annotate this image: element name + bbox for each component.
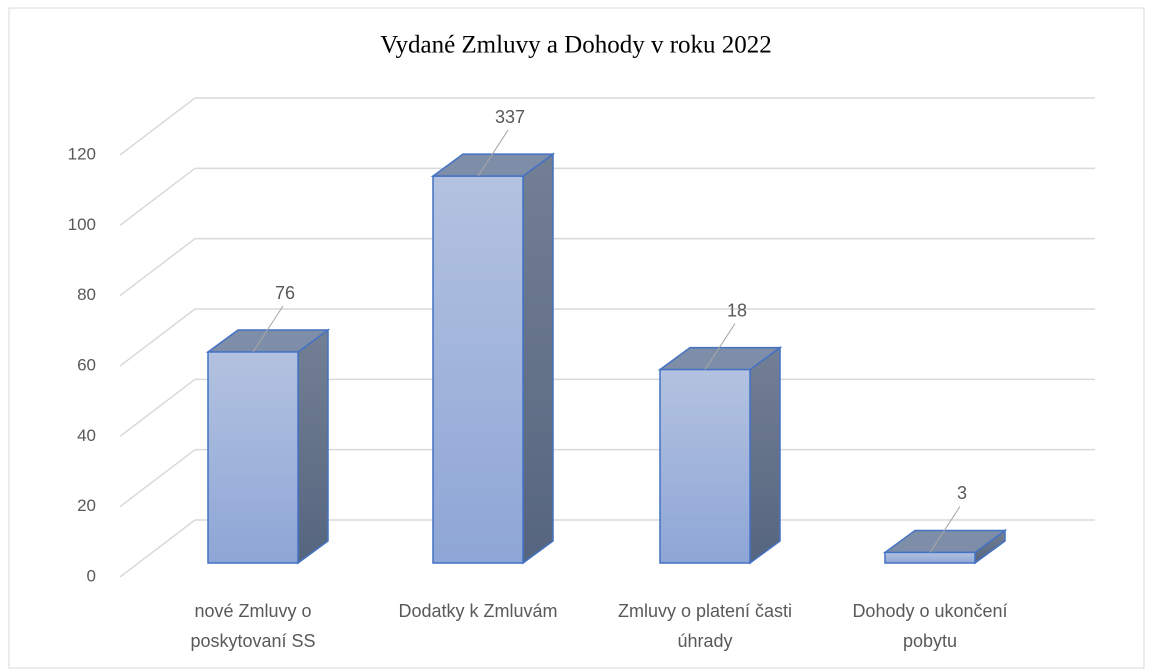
bar <box>432 175 524 564</box>
grid-line <box>119 97 196 156</box>
bar-side <box>297 328 329 565</box>
y-tick-label: 20 <box>77 496 96 515</box>
leader-line <box>252 305 284 353</box>
chart-border <box>8 7 1145 669</box>
y-tick-label: 80 <box>77 285 96 304</box>
grid-line <box>119 167 196 226</box>
leader-line <box>929 506 961 553</box>
data-label: 18 <box>727 300 747 320</box>
data-label: 3 <box>957 483 967 503</box>
y-tick-label: 60 <box>77 355 96 374</box>
bar <box>207 351 299 564</box>
x-tick-label: Dodatky k Zmluvám <box>398 601 558 621</box>
grid-line <box>119 238 196 297</box>
bar-side <box>522 152 554 565</box>
bar <box>884 551 976 564</box>
grid-line <box>119 449 196 508</box>
x-tick-label: nové Zmluvy o poskytovaní SS <box>190 601 316 651</box>
grid-line <box>119 308 196 367</box>
y-tick-label: 120 <box>68 144 96 163</box>
bar-side <box>749 346 781 565</box>
grid-line <box>119 519 196 578</box>
leader-line <box>704 323 736 370</box>
x-tick-label: Dohody o ukončení pobytu <box>852 601 1008 651</box>
y-tick-label: 0 <box>87 566 96 585</box>
y-tick-label: 40 <box>77 426 96 445</box>
data-label: 76 <box>275 283 295 303</box>
bar <box>659 368 751 564</box>
grid-line <box>119 378 196 437</box>
data-label: 337 <box>495 107 525 127</box>
x-tick-label: Zmluvy o platení časti úhrady <box>617 601 793 651</box>
y-tick-label: 100 <box>68 215 96 234</box>
chart-title: Vydané Zmluvy a Dohody v roku 2022 <box>380 32 772 59</box>
leader-line <box>477 129 509 177</box>
